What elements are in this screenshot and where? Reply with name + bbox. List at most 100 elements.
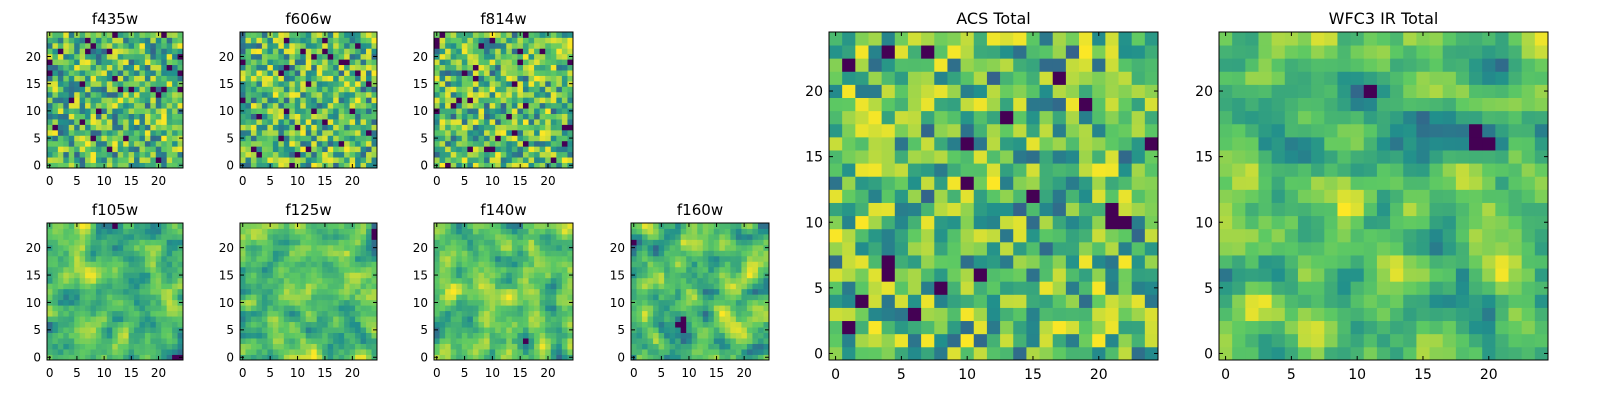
heatmap-cell (567, 233, 574, 240)
heatmap-cell (68, 233, 75, 240)
heatmap-cell (653, 349, 659, 355)
heatmap-cell (155, 124, 162, 131)
heatmap-cell (708, 349, 715, 355)
heatmap-cell (300, 42, 307, 49)
heatmap-cell (467, 305, 474, 312)
heatmap-cell (305, 80, 312, 87)
heatmap-cell (561, 80, 568, 87)
heatmap-cell (752, 343, 759, 350)
heatmap-cell (161, 59, 168, 66)
heatmap-cell (757, 272, 764, 279)
heatmap-cell (250, 305, 257, 312)
heatmap-cell (517, 272, 524, 279)
heatmap-cell (1013, 215, 1027, 230)
heatmap-cell (517, 70, 524, 76)
heatmap-cell (730, 233, 737, 240)
heatmap-cell (134, 288, 140, 295)
heatmap-cell (305, 332, 312, 339)
heatmap-cell (456, 316, 463, 323)
heatmap-cell (366, 244, 372, 251)
heatmap-cell (631, 239, 637, 246)
heatmap-cell (327, 157, 334, 163)
heatmap-cell (150, 113, 157, 120)
heatmap-cell (724, 277, 731, 284)
heatmap-cell (642, 277, 648, 284)
heatmap-cell (567, 59, 574, 66)
heatmap-cell (272, 244, 279, 251)
y-tick-label: 0 (226, 159, 234, 173)
heatmap-cell (74, 316, 81, 323)
heatmap-cell (1065, 255, 1080, 269)
heatmap-cell (647, 343, 654, 350)
heatmap-cell (664, 305, 671, 312)
heatmap-cell (1000, 255, 1014, 269)
heatmap-cell (713, 283, 720, 290)
heatmap-cell (664, 277, 671, 284)
heatmap-cell (106, 244, 113, 251)
heatmap-cell (63, 321, 70, 328)
heatmap-cell (500, 288, 507, 295)
heatmap-cell (642, 321, 648, 328)
heatmap-cell (245, 146, 252, 153)
heatmap-cell (658, 310, 665, 317)
heatmap-cell (686, 277, 693, 284)
heatmap-cell (522, 288, 529, 295)
heatmap-cell (261, 124, 268, 131)
heatmap-cell (445, 244, 452, 251)
heatmap-cell (311, 261, 318, 268)
heatmap-cell (289, 91, 296, 98)
heatmap-cell (506, 119, 513, 125)
heatmap-cell (294, 288, 301, 295)
heatmap-cell (522, 261, 529, 268)
heatmap-cell (719, 261, 726, 268)
heatmap-cell (545, 332, 552, 339)
heatmap-cell (366, 146, 372, 153)
heatmap-cell (550, 75, 557, 82)
heatmap-cell (360, 305, 367, 312)
heatmap-cell (522, 228, 529, 235)
heatmap-cell (57, 59, 64, 66)
heatmap-cell (730, 288, 737, 295)
heatmap-cell (556, 299, 563, 306)
heatmap-cell (434, 102, 440, 109)
heatmap-cell (311, 272, 318, 279)
heatmap-cell (68, 80, 75, 87)
heatmap-cell (371, 75, 378, 82)
heatmap-cell (456, 162, 463, 169)
heatmap-cell (322, 338, 329, 344)
heatmap-cell (240, 266, 246, 273)
heatmap-cell (63, 354, 70, 361)
heatmap-cell (478, 151, 485, 158)
heatmap-cell (1052, 228, 1067, 243)
heatmap-cell (461, 343, 468, 350)
heatmap-cell (305, 349, 312, 355)
heatmap-cell (57, 266, 64, 273)
heatmap-cell (478, 310, 485, 317)
heatmap-cell (511, 124, 518, 131)
heatmap-cell (177, 261, 184, 268)
heatmap-cell (144, 277, 151, 284)
heatmap-cell (636, 305, 643, 312)
heatmap-cell (112, 80, 119, 87)
heatmap-cell (283, 80, 290, 87)
heatmap-cell (68, 354, 75, 361)
heatmap-cell (545, 327, 552, 333)
heatmap-cell (272, 255, 279, 262)
heatmap-cell (528, 157, 535, 163)
heatmap-cell (556, 129, 563, 136)
heatmap-cell (161, 223, 168, 229)
heatmap-cell (338, 327, 345, 333)
heatmap-cell (517, 244, 524, 251)
heatmap-cell (123, 299, 129, 306)
heatmap-cell (134, 277, 140, 284)
heatmap-cell (366, 102, 372, 109)
heatmap-cell (894, 268, 909, 282)
heatmap-cell (355, 75, 361, 82)
heatmap-cell (240, 157, 246, 163)
heatmap-cell (973, 255, 988, 269)
heatmap-cell (763, 239, 770, 246)
heatmap-cell (57, 37, 64, 44)
heatmap-cell (74, 113, 81, 120)
heatmap-cell (550, 283, 557, 290)
heatmap-cell (489, 228, 496, 235)
